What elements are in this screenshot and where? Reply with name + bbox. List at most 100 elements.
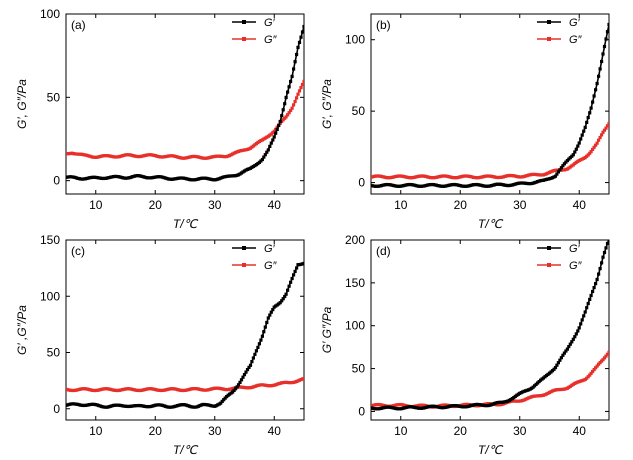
data-point [573,150,577,154]
data-point [260,157,264,162]
y-tick-label: 150 [40,233,60,247]
data-point [289,280,293,284]
data-point [607,240,609,241]
data-point [280,114,284,118]
data-point [588,297,592,301]
data-point [302,261,304,265]
data-point [293,99,297,104]
data-point [577,141,581,145]
y-tick-label: 50 [47,90,61,104]
y-tick-label: 50 [352,104,366,118]
data-point [287,85,291,89]
data-point [597,74,601,78]
data-point [283,102,287,106]
data-point [580,133,584,137]
data-point [290,276,294,281]
x-axis-label: T/℃ [478,217,504,231]
data-point [257,342,261,346]
data-point [295,52,299,57]
data-point [262,155,266,159]
data-point [292,273,296,277]
legend-entry: G″ [569,34,583,46]
data-point [598,267,602,271]
data-point [283,294,287,299]
data-point [275,127,279,131]
x-tick-label: 10 [89,198,103,212]
data-point [588,373,592,377]
data-point [607,22,609,27]
data-point [592,145,596,149]
data-point [600,261,604,265]
y-tick-label: 100 [345,319,365,333]
data-point [570,340,574,344]
data-point [247,365,251,369]
data-point [592,286,596,290]
data-point [591,147,595,151]
data-point [281,108,285,112]
data-point [607,350,609,354]
data-point [302,79,304,83]
data-point [284,95,288,100]
x-tick-label: 40 [573,198,587,212]
data-point [574,332,578,336]
legend-swatch-marker [547,20,551,24]
data-point [302,377,304,381]
legend-swatch-marker [242,246,246,250]
data-point [577,326,581,330]
y-tick-label: 50 [47,346,61,360]
legend-swatch-marker [242,263,246,267]
data-point [271,138,275,142]
data-point [272,135,276,139]
data-point [297,40,302,44]
data-point [594,366,598,370]
data-point [604,354,608,358]
data-point [272,129,276,133]
series-0 [371,240,609,411]
data-point [274,131,278,135]
data-point [556,170,560,174]
data-point [287,284,291,288]
data-point [268,313,272,317]
data-point [605,30,609,34]
data-point [300,30,304,34]
legend-swatch-marker [547,246,551,250]
data-point [284,115,288,119]
data-point [598,67,602,71]
data-point [296,92,300,96]
data-point [231,390,235,394]
data-point [588,111,592,115]
data-point [293,269,297,273]
x-tick-label: 30 [513,198,527,212]
x-axis-label: T/℃ [173,217,199,231]
y-axis-label: G′ ,G″/Pa [15,305,29,355]
data-point [585,120,589,124]
data-point [556,361,560,365]
data-point [236,383,241,387]
data-point [290,74,294,78]
data-point [605,241,609,245]
data-point [555,363,559,367]
panel-label: (b) [376,18,391,32]
data-point [604,126,608,130]
data-point [271,308,275,312]
data-point [586,115,590,120]
data-point [589,371,593,375]
data-point [277,123,281,128]
data-point [234,387,238,391]
data-point [604,246,608,250]
y-tick-label: 100 [40,7,60,21]
data-point [296,45,300,49]
data-point [260,334,264,338]
data-point [289,108,293,113]
y-axis-label: G′, G″/Pa [320,79,334,129]
data-point [266,148,270,152]
data-point [562,162,566,166]
data-point [559,356,563,360]
series-0 [371,22,609,188]
data-point [602,44,607,49]
data-point [607,121,609,126]
data-point [284,292,288,296]
data-point [591,100,595,104]
data-point [591,369,595,374]
